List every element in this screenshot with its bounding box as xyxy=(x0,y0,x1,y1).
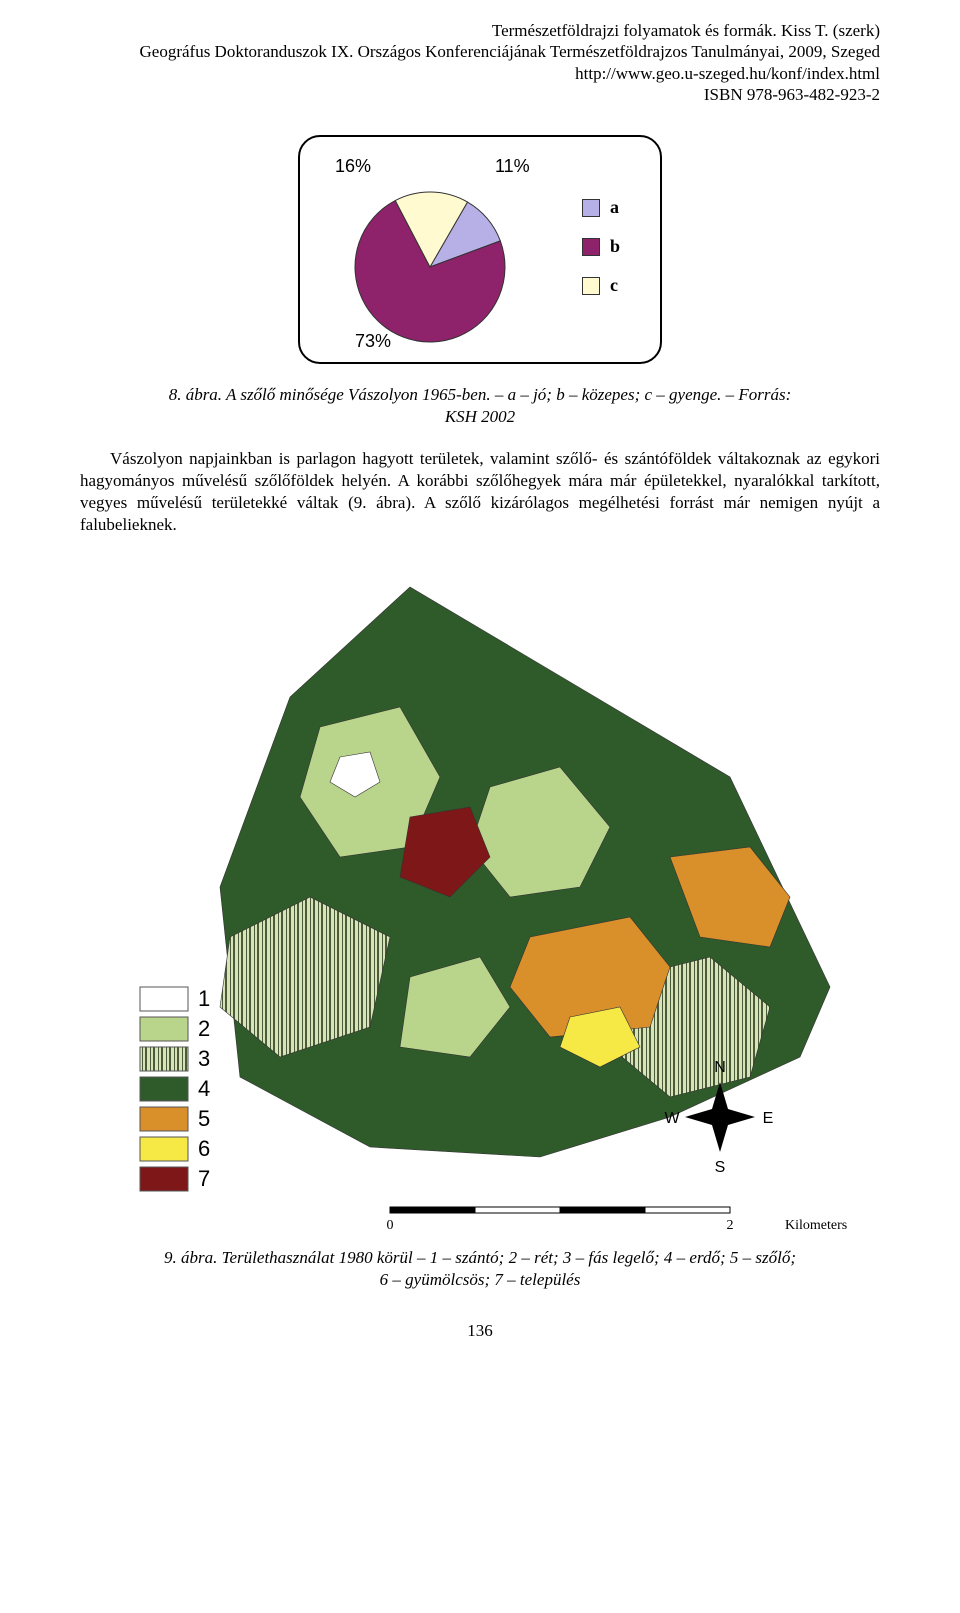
pie-legend-item-a: a xyxy=(582,197,620,218)
pie-legend-item-b: b xyxy=(582,236,620,257)
body-paragraph: Vászolyon napjainkban is parlagon hagyot… xyxy=(80,448,880,536)
caption1-line2: KSH 2002 xyxy=(445,407,515,426)
compass-label-W: W xyxy=(664,1110,680,1127)
map-legend-label-5: 5 xyxy=(198,1106,210,1131)
map-legend-swatch-6 xyxy=(140,1137,188,1161)
pie-chart: 11% 73% 16% xyxy=(320,147,540,357)
pie-chart-frame: 11% 73% 16% abc xyxy=(298,135,662,364)
map-legend-swatch-2 xyxy=(140,1017,188,1041)
map-legend-swatch-7 xyxy=(140,1167,188,1191)
pie-percent-label: 16% xyxy=(335,156,371,176)
map-legend-label-6: 6 xyxy=(198,1136,210,1161)
caption1-line1: 8. ábra. A szőlő minősége Vászolyon 1965… xyxy=(169,385,792,404)
scale-tick-2: 2 xyxy=(727,1218,734,1233)
pie-legend-item-c: c xyxy=(582,275,620,296)
caption2-line2: 6 – gyümölcsös; 7 – település xyxy=(380,1270,581,1289)
compass-label-E: E xyxy=(763,1110,774,1127)
map-legend-swatch-5 xyxy=(140,1107,188,1131)
page-number: 136 xyxy=(80,1321,880,1341)
map-legend-swatch-4 xyxy=(140,1077,188,1101)
caption2-line1: 9. ábra. Területhasználat 1980 körül – 1… xyxy=(164,1248,796,1267)
legend-swatch-icon xyxy=(582,277,600,295)
scale-units: Kilometers xyxy=(785,1218,847,1233)
map-legend-swatch-1 xyxy=(140,987,188,1011)
map-legend-label-4: 4 xyxy=(198,1076,210,1101)
legend-label: b xyxy=(610,236,620,257)
figure-9-caption: 9. ábra. Területhasználat 1980 körül – 1… xyxy=(80,1247,880,1291)
header-line-2: Geográfus Doktoranduszok IX. Országos Ko… xyxy=(80,41,880,62)
compass-label-S: S xyxy=(715,1159,726,1176)
land-use-map: 1 2 3 4 5 6 7 N S E W 0 2 Kilometers xyxy=(80,557,880,1237)
page-header: Természetföldrajzi folyamatok és formák.… xyxy=(80,20,880,105)
map-legend-swatch-3 xyxy=(140,1047,188,1071)
legend-label: a xyxy=(610,197,619,218)
pie-legend: abc xyxy=(582,197,620,314)
figure-8-caption: 8. ábra. A szőlő minősége Vászolyon 1965… xyxy=(80,384,880,428)
compass-label-N: N xyxy=(714,1059,726,1076)
map-legend-label-1: 1 xyxy=(198,986,210,1011)
header-line-1: Természetföldrajzi folyamatok és formák.… xyxy=(80,20,880,41)
legend-label: c xyxy=(610,275,618,296)
scale-bar: 0 2 Kilometers xyxy=(387,1207,848,1233)
legend-swatch-icon xyxy=(582,199,600,217)
map-legend-label-3: 3 xyxy=(198,1046,210,1071)
scale-tick-0: 0 xyxy=(387,1218,394,1233)
pie-percent-label: 73% xyxy=(355,331,391,351)
map-legend-label-7: 7 xyxy=(198,1166,210,1191)
header-line-3: http://www.geo.u-szeged.hu/konf/index.ht… xyxy=(80,63,880,84)
legend-swatch-icon xyxy=(582,238,600,256)
header-line-4: ISBN 978-963-482-923-2 xyxy=(80,84,880,105)
map-legend-label-2: 2 xyxy=(198,1016,210,1041)
pie-percent-label: 11% xyxy=(495,156,530,176)
